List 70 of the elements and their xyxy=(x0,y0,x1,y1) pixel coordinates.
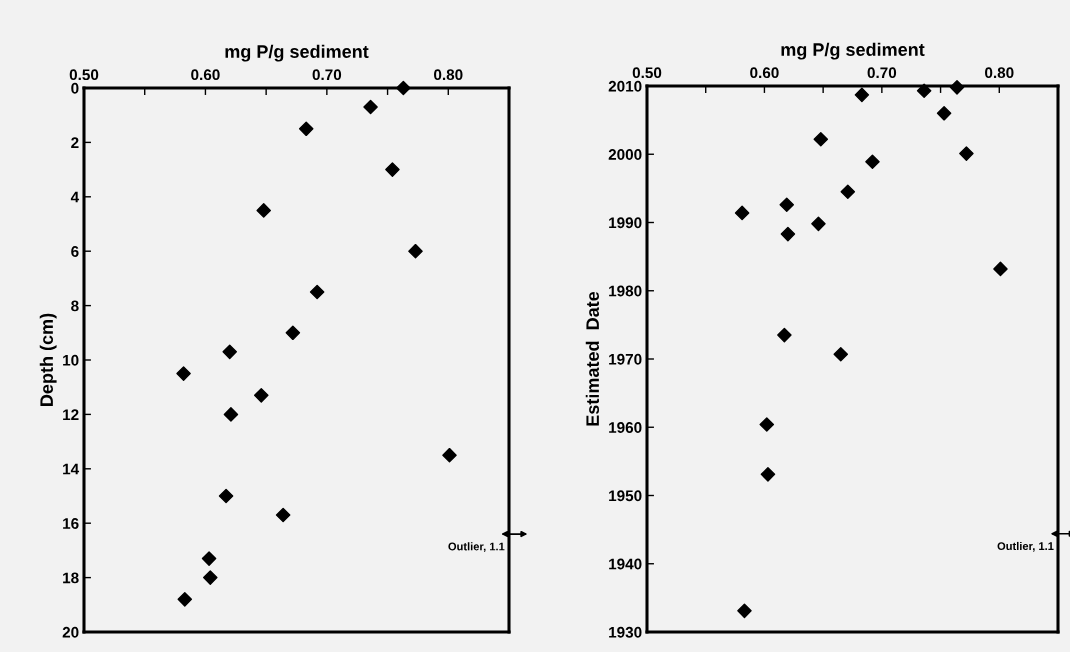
y-tick-label: 6 xyxy=(71,246,79,257)
point xyxy=(363,99,378,115)
point xyxy=(936,106,952,121)
y-tick-label: 20 xyxy=(62,626,79,638)
point xyxy=(275,507,291,523)
y-tick-label: 2010 xyxy=(608,80,642,92)
point xyxy=(759,417,775,432)
y-tick-label: 1970 xyxy=(609,353,642,365)
x-tick-label: 0.50 xyxy=(632,67,662,79)
point xyxy=(993,261,1008,277)
point xyxy=(298,121,314,137)
point xyxy=(396,80,411,96)
point xyxy=(256,203,271,218)
y-tick-label: 1980 xyxy=(609,285,642,297)
y-tick-label: 16 xyxy=(63,518,79,529)
y-tick-label: 4 xyxy=(70,191,80,203)
y-tick-label: 0 xyxy=(71,82,79,94)
point xyxy=(285,325,301,341)
point xyxy=(309,284,325,300)
y-axis-title: Estimated Date xyxy=(585,291,600,426)
point xyxy=(442,447,457,463)
x-tick-label: 0.60 xyxy=(750,67,779,79)
point xyxy=(177,592,193,607)
annotation: Outlier, 1.1 xyxy=(448,542,505,553)
point xyxy=(916,83,932,99)
y-tick-label: 2000 xyxy=(608,149,642,160)
annotation: Outlier, 1.1 xyxy=(997,541,1054,552)
point xyxy=(760,467,776,482)
y-tick-label: 14 xyxy=(63,463,80,475)
x-tick-label: 0.70 xyxy=(312,69,342,81)
point xyxy=(734,205,750,221)
point xyxy=(222,344,237,360)
point xyxy=(840,184,856,200)
x-axis-title: mg P/g sediment xyxy=(781,42,925,60)
x-axis-title: mg P/g sediment xyxy=(225,44,369,62)
point xyxy=(385,162,400,177)
point xyxy=(218,488,234,504)
point xyxy=(201,551,217,566)
x-tick-label: 0.70 xyxy=(867,67,897,79)
point xyxy=(223,407,239,422)
y-tick-label: 8 xyxy=(71,300,79,312)
point xyxy=(176,366,191,381)
y-tick-label: 1930 xyxy=(609,626,642,638)
point xyxy=(959,146,974,161)
x-tick-label: 0.50 xyxy=(69,69,99,81)
point xyxy=(854,87,870,103)
y-tick-label: 1950 xyxy=(609,490,642,502)
point xyxy=(408,243,423,259)
point xyxy=(949,80,965,95)
point xyxy=(203,570,218,585)
y-tick-label: 10 xyxy=(63,354,79,366)
point xyxy=(865,154,880,170)
x-tick-label: 0.60 xyxy=(191,69,220,81)
point xyxy=(780,226,796,242)
y-tick-label: 12 xyxy=(63,409,79,420)
point xyxy=(254,388,269,403)
y-axis-title: Depth (cm) xyxy=(39,313,57,406)
y-tick-label: 1960 xyxy=(609,422,642,433)
point xyxy=(779,197,795,213)
y-tick-label: 18 xyxy=(63,572,79,584)
y-tick-label: 1940 xyxy=(609,558,642,570)
x-tick-label: 0.80 xyxy=(985,67,1014,79)
point xyxy=(777,327,792,343)
point xyxy=(737,603,752,619)
point xyxy=(833,346,849,362)
point xyxy=(813,131,829,147)
y-tick-label: 1990 xyxy=(609,217,642,229)
y-tick-label: 2 xyxy=(71,137,79,148)
point xyxy=(811,216,826,232)
x-tick-label: 0.80 xyxy=(434,69,463,81)
